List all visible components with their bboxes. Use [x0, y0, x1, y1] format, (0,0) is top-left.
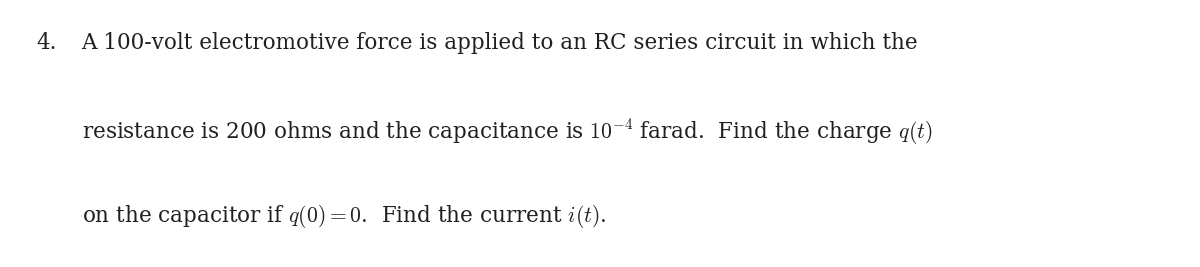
Text: on the capacitor if $q(0) = 0$.  Find the current $i(t)$.: on the capacitor if $q(0) = 0$. Find the…	[82, 203, 606, 230]
Text: resistance is 200 ohms and the capacitance is $10^{-4}$ farad.  Find the charge : resistance is 200 ohms and the capacitan…	[82, 117, 932, 147]
Text: 4.: 4.	[36, 32, 56, 54]
Text: A 100-volt electromotive force is applied to an RC series circuit in which the: A 100-volt electromotive force is applie…	[82, 32, 918, 54]
